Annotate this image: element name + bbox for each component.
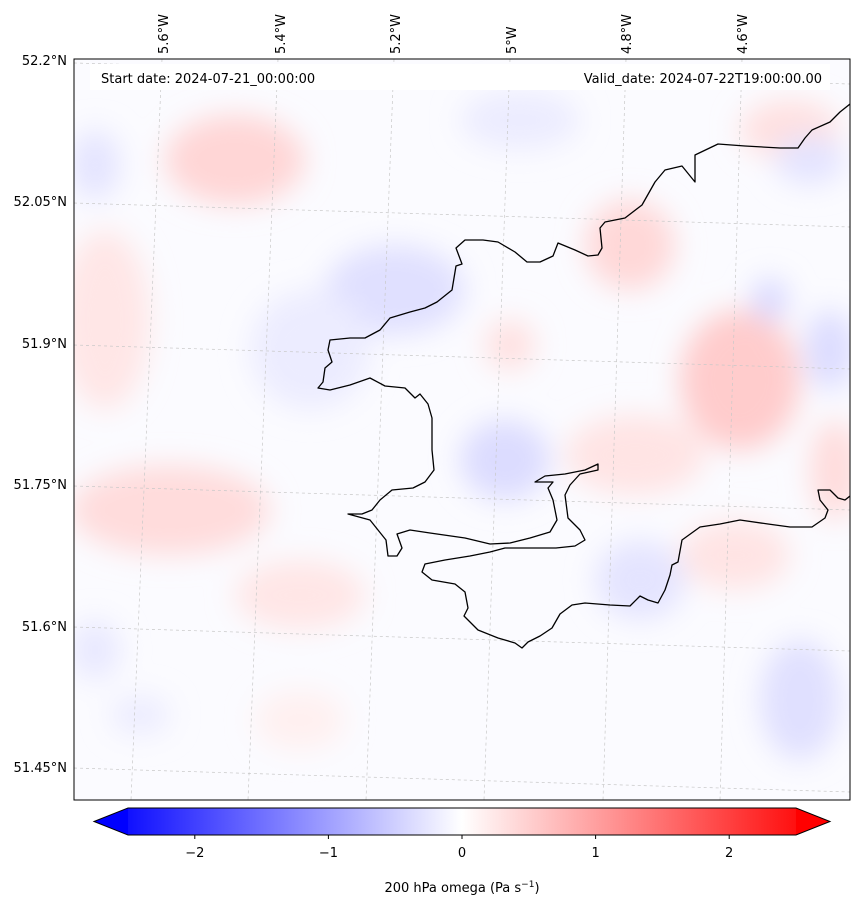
negative-omega-area bbox=[250, 290, 370, 410]
colorbar: −2 −1 0 1 2 200 hPa omega (Pa s−1) bbox=[92, 807, 832, 896]
colorbar-tick-label: −2 bbox=[185, 846, 204, 861]
lat-label: 52.2°N bbox=[22, 54, 67, 69]
positive-omega-area bbox=[485, 320, 535, 370]
colorbar-tick-label: 0 bbox=[458, 846, 466, 861]
coastline bbox=[317, 103, 850, 649]
lat-label: 51.75°N bbox=[14, 478, 67, 493]
colorbar-min-extend bbox=[94, 808, 128, 835]
lon-label: 5.6°W bbox=[157, 14, 172, 54]
negative-omega-area bbox=[460, 420, 550, 500]
negative-omega-area bbox=[74, 620, 120, 680]
positive-omega-area bbox=[565, 415, 705, 495]
positive-omega-area bbox=[165, 115, 305, 205]
header-band bbox=[90, 64, 830, 90]
valid-date: Valid_date: 2024-07-22T19:00:00.00 bbox=[584, 72, 822, 87]
positive-omega-area bbox=[74, 465, 270, 555]
lon-label: 4.6°W bbox=[736, 14, 751, 54]
negative-omega-area bbox=[805, 310, 850, 390]
negative-omega-area bbox=[325, 245, 465, 335]
colorbar-tick-label: 2 bbox=[725, 846, 733, 861]
negative-omega-area bbox=[752, 278, 788, 322]
coastline-north bbox=[317, 103, 850, 649]
positive-omega-area bbox=[235, 560, 365, 630]
latitude-labels: 52.2°N 52.05°N 51.9°N 51.75°N 51.6°N 51.… bbox=[14, 54, 67, 776]
negative-omega-area bbox=[74, 130, 120, 200]
negative-omega-area bbox=[595, 540, 685, 620]
colorbar-gradient bbox=[128, 808, 796, 835]
positive-omega-area bbox=[680, 310, 800, 450]
positive-omega-area bbox=[680, 520, 790, 590]
negative-omega-area bbox=[760, 640, 840, 760]
positive-omega-area bbox=[585, 200, 675, 290]
colorbar-tick-label: −1 bbox=[319, 846, 338, 861]
lon-label: 5°W bbox=[505, 26, 520, 54]
lon-label: 5.4°W bbox=[274, 14, 289, 54]
map-frame bbox=[73, 58, 851, 801]
colorbar-outline bbox=[92, 807, 832, 836]
lat-label: 51.6°N bbox=[22, 620, 67, 635]
positive-omega-area bbox=[255, 690, 345, 750]
positive-omega-area bbox=[74, 230, 150, 410]
gridlines bbox=[74, 59, 850, 800]
positive-omega-area bbox=[810, 420, 850, 520]
colorbar-max-extend bbox=[796, 808, 830, 835]
lat-label: 52.05°N bbox=[14, 195, 67, 210]
start-date: Start date: 2024-07-21_00:00:00 bbox=[101, 72, 315, 87]
colorbar-ticks: −2 −1 0 1 2 bbox=[185, 835, 733, 861]
negative-omega-area bbox=[775, 135, 845, 185]
lon-label: 5.2°W bbox=[389, 14, 404, 54]
colorbar-label: 200 hPa omega (Pa s−1) bbox=[384, 880, 539, 896]
colorbar-tick-label: 1 bbox=[591, 846, 599, 861]
negative-omega-area bbox=[110, 695, 170, 735]
lat-label: 51.9°N bbox=[22, 337, 67, 352]
negative-omega-area bbox=[460, 90, 580, 150]
lon-label: 4.8°W bbox=[620, 14, 635, 54]
lat-label: 51.45°N bbox=[14, 761, 67, 776]
longitude-labels: 5.6°W 5.4°W 5.2°W 5°W 4.8°W 4.6°W bbox=[157, 14, 751, 54]
